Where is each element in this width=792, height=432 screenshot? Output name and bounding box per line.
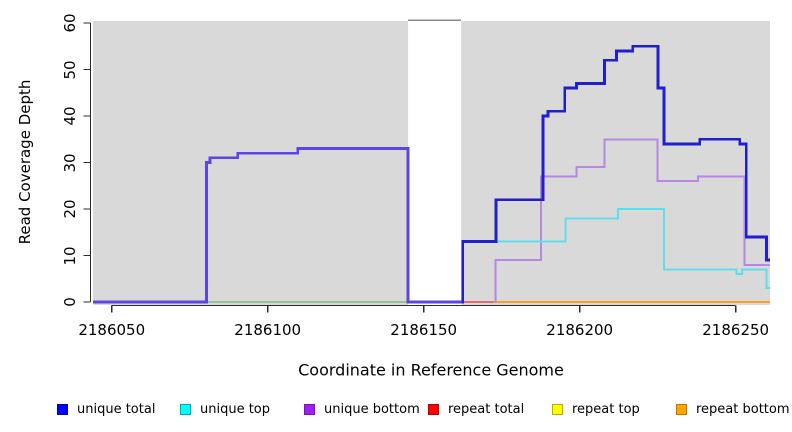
legend-item-unique-bottom: unique bottom — [304, 398, 420, 420]
legend-item-unique-total: unique total — [57, 398, 155, 420]
series-unique-top — [461, 208, 770, 303]
legend-swatch-icon — [676, 403, 687, 415]
legend-item-repeat-bottom: repeat bottom — [676, 398, 790, 420]
legend-swatch-icon — [57, 403, 68, 415]
legend-label: repeat bottom — [696, 401, 790, 417]
series-unique-total-bottom-overlap-left — [93, 147, 462, 304]
legend-label: repeat total — [448, 401, 525, 417]
legend-swatch-icon — [180, 403, 191, 415]
series-unique-total — [461, 44, 770, 304]
masked-gap-region — [408, 21, 462, 305]
legend-swatch-icon — [304, 403, 315, 415]
legend: unique total unique top unique bottom repea… — [0, 398, 792, 422]
legend-item-unique-top: unique top — [180, 398, 270, 420]
legend-label: unique bottom — [324, 401, 420, 417]
legend-label: repeat top — [572, 401, 640, 417]
legend-label: unique total — [77, 401, 156, 417]
legend-item-repeat-top: repeat top — [552, 398, 640, 420]
legend-item-repeat-total: repeat total — [428, 398, 524, 420]
legend-label: unique top — [200, 401, 271, 417]
series-unique-bottom — [494, 138, 770, 303]
legend-swatch-icon — [552, 403, 563, 415]
legend-swatch-icon — [428, 403, 439, 415]
